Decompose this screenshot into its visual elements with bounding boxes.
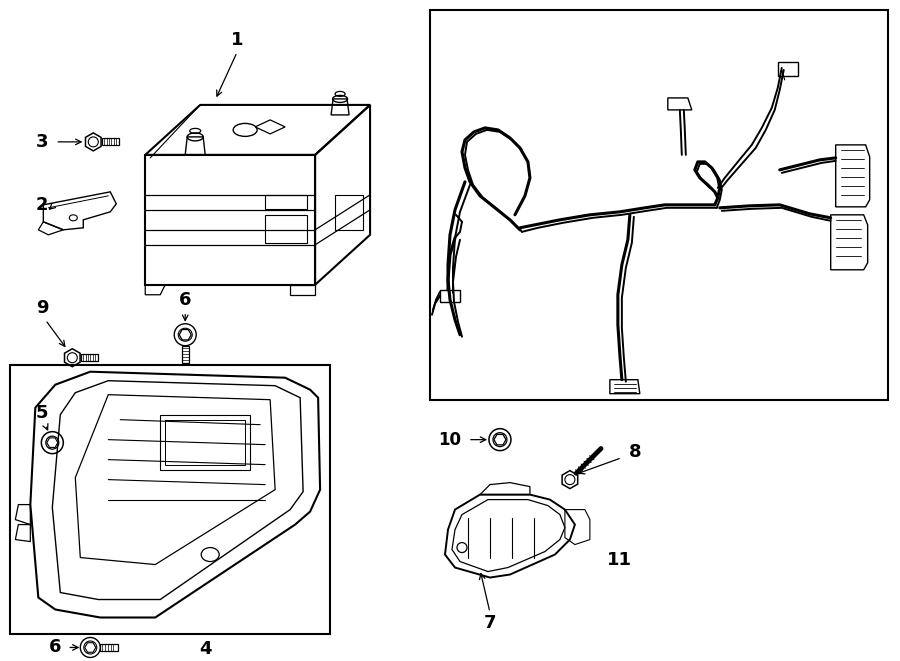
Text: 2: 2 [36, 196, 49, 214]
Bar [335, 195, 363, 230]
Text: 6: 6 [50, 639, 61, 656]
Text: 3: 3 [36, 133, 49, 151]
Bar [11, 365, 330, 635]
Text: 8: 8 [628, 443, 641, 461]
Text: 10: 10 [438, 431, 462, 449]
Text: 6: 6 [179, 291, 192, 309]
Text: 11: 11 [608, 551, 633, 568]
Text: 9: 9 [36, 299, 49, 317]
Text: 7: 7 [483, 613, 496, 631]
Text: 1: 1 [231, 31, 243, 49]
Bar [160, 414, 250, 469]
Bar [166, 420, 245, 465]
Text: 5: 5 [36, 404, 49, 422]
Text: 4: 4 [199, 641, 212, 658]
Bar [430, 10, 887, 400]
Bar [266, 195, 307, 209]
Bar [266, 215, 307, 243]
